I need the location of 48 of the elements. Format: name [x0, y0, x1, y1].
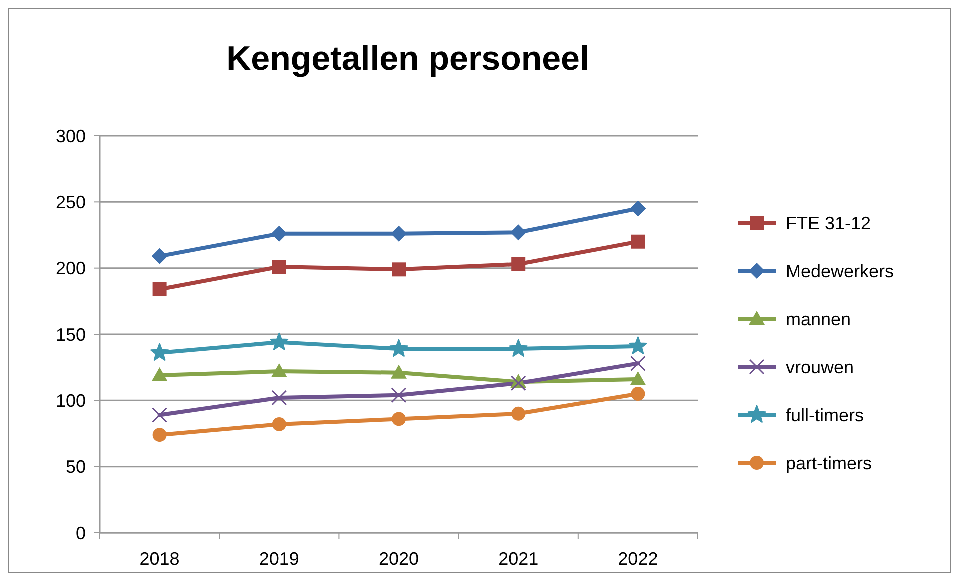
point [152, 428, 167, 442]
point [630, 371, 646, 386]
point [272, 260, 286, 274]
point [272, 390, 288, 406]
point [391, 226, 407, 242]
point [510, 224, 527, 241]
legend-label: Medewerkers [786, 261, 894, 282]
legend-label: FTE 31-12 [786, 213, 872, 234]
point [270, 332, 289, 350]
x-tick-label: 2019 [259, 549, 300, 569]
legend-label: mannen [786, 309, 852, 330]
point [152, 407, 168, 423]
x-tick-label: 2022 [618, 549, 658, 569]
y-tick-label: 250 [56, 192, 86, 212]
point [152, 368, 168, 382]
point [509, 339, 528, 357]
y-tick-label: 300 [56, 126, 86, 146]
point [631, 387, 646, 402]
point [272, 417, 286, 432]
point [152, 282, 167, 297]
point [630, 356, 646, 372]
point [391, 388, 407, 404]
x-tick-label: 2018 [140, 549, 180, 569]
point [392, 262, 406, 277]
x-tick-label: 2021 [498, 549, 539, 569]
point [150, 343, 170, 361]
y-tick-label: 0 [76, 523, 86, 544]
point [631, 234, 646, 249]
point [390, 339, 408, 357]
y-tick-label: 100 [56, 390, 86, 411]
legend-label: part-timers [786, 453, 872, 474]
point [271, 364, 288, 378]
point [630, 200, 646, 217]
legend-label: vrouwen [786, 357, 854, 378]
point [152, 248, 168, 264]
x-tick-label: 2020 [378, 549, 420, 569]
point [628, 336, 648, 354]
point [512, 257, 526, 272]
point [392, 412, 406, 426]
legend-label: full-timers [786, 405, 864, 426]
y-tick-label: 50 [66, 457, 86, 478]
point [271, 226, 288, 242]
chart-title: Kengetallen personeel [226, 40, 590, 78]
point [510, 376, 526, 392]
y-tick-label: 150 [56, 324, 86, 345]
point [512, 406, 526, 421]
point [391, 364, 407, 379]
y-tick-label: 200 [56, 258, 86, 279]
